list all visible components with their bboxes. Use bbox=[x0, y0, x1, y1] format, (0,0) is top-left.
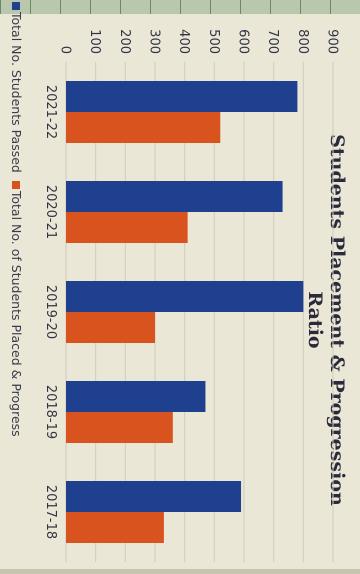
legend-label-placed: Total No. of Students Placed & Progress bbox=[9, 190, 24, 437]
legend-item-placed: Total No. of Students Placed & Progress bbox=[9, 180, 24, 437]
x-tick-label: 2018-19 bbox=[43, 385, 58, 439]
y-tick-label: 200 bbox=[117, 29, 132, 54]
chart-legend: Total No. Students Passed Total No. of S… bbox=[9, 2, 24, 441]
bar-passed bbox=[66, 281, 304, 312]
y-tick-label: 800 bbox=[295, 29, 310, 54]
y-tick-label: 700 bbox=[265, 29, 280, 54]
x-tick-label: 2017-18 bbox=[43, 485, 58, 539]
bar-placed bbox=[66, 312, 155, 343]
x-tick-label: 2020-21 bbox=[43, 185, 58, 239]
bar-passed bbox=[66, 181, 283, 212]
x-tick-label: 2021-22 bbox=[43, 85, 58, 139]
bar-placed bbox=[66, 412, 173, 443]
legend-swatch-placed bbox=[12, 180, 20, 189]
y-tick-label: 400 bbox=[176, 29, 191, 54]
y-tick-label: 900 bbox=[325, 29, 340, 54]
bar-passed bbox=[65, 481, 242, 512]
y-tick-label: 0 bbox=[58, 46, 73, 54]
y-tick-label: 500 bbox=[206, 29, 221, 54]
legend-item-passed: Total No. Students Passed bbox=[9, 2, 24, 173]
legend-label-passed: Total No. Students Passed bbox=[9, 12, 24, 173]
y-tick-label: 300 bbox=[147, 29, 162, 54]
bar-placed bbox=[66, 212, 188, 243]
y-tick-label: 600 bbox=[236, 29, 251, 54]
bar-placed bbox=[66, 112, 221, 143]
legend-swatch-passed bbox=[12, 2, 20, 10]
x-tick-label: 2019-20 bbox=[43, 285, 58, 339]
bar-passed bbox=[66, 81, 298, 112]
y-tick-label: 100 bbox=[87, 29, 102, 54]
bar-passed bbox=[66, 381, 206, 412]
bar-placed bbox=[65, 512, 164, 543]
